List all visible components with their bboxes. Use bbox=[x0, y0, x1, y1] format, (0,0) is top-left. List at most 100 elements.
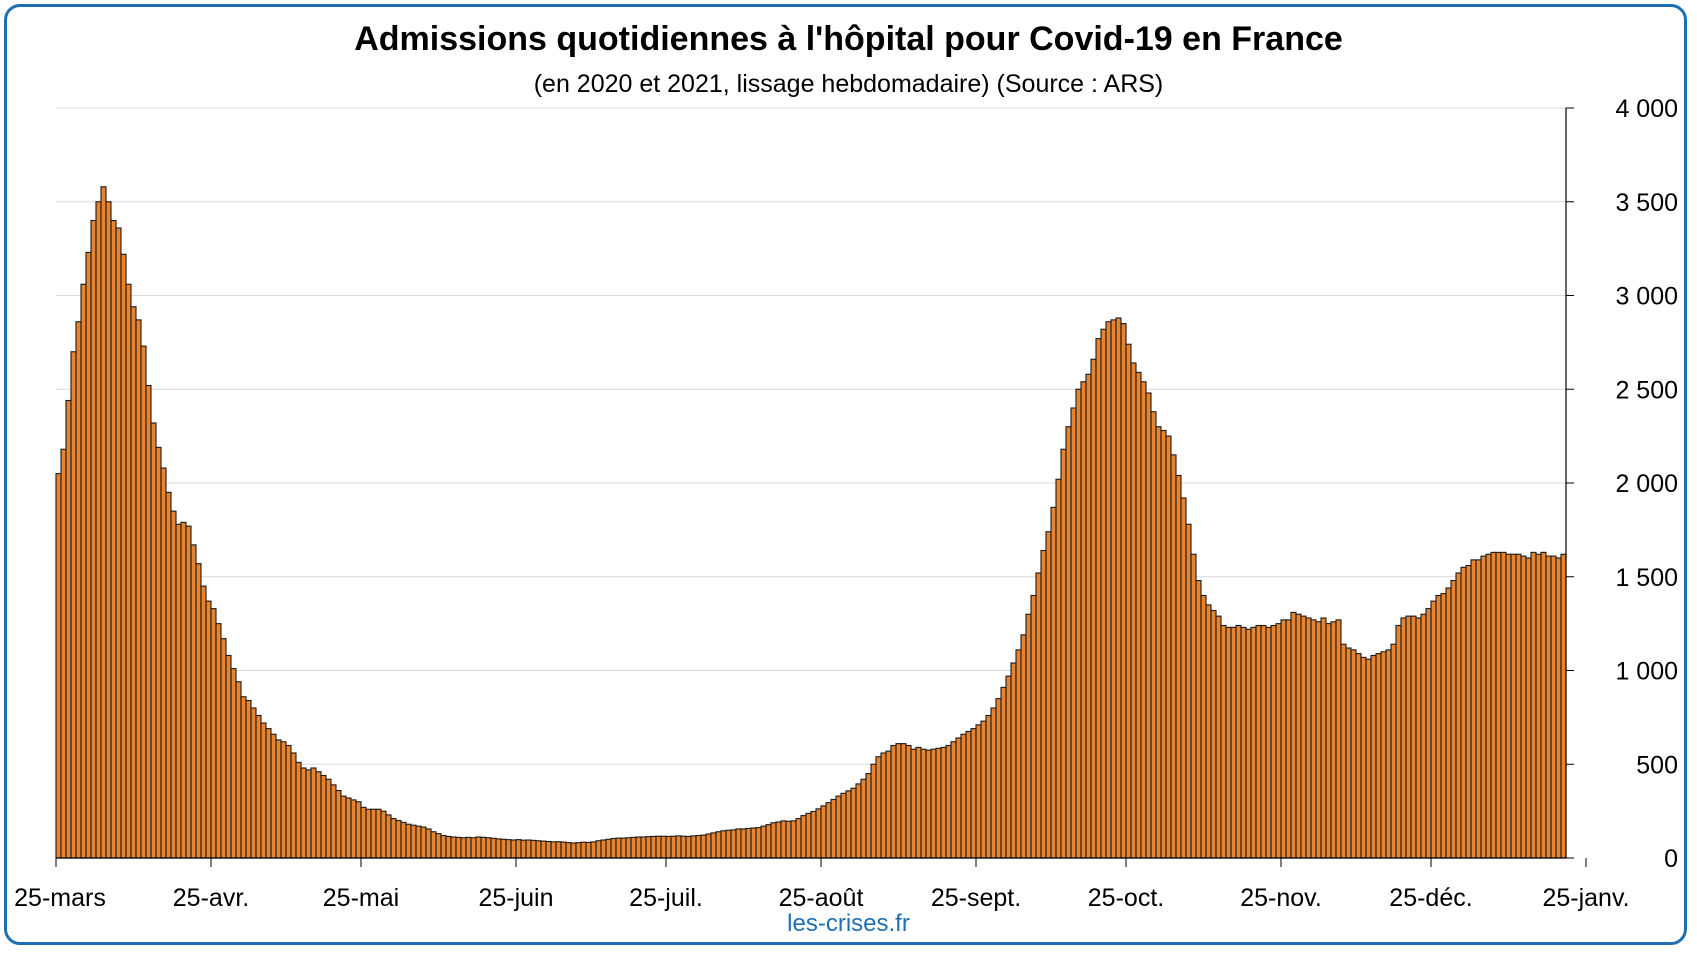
bar bbox=[805, 812, 812, 859]
bar bbox=[1390, 643, 1397, 859]
bar bbox=[1025, 613, 1032, 859]
bar bbox=[85, 251, 92, 859]
bar bbox=[235, 681, 242, 859]
x-tick-label: 25-mai bbox=[323, 884, 399, 912]
bar bbox=[1455, 572, 1462, 859]
bar bbox=[1490, 551, 1497, 859]
bar bbox=[760, 825, 767, 859]
source-credit: les-crises.fr bbox=[787, 910, 910, 937]
bar bbox=[695, 834, 702, 859]
bar bbox=[665, 835, 672, 859]
bar bbox=[155, 446, 162, 859]
bar bbox=[800, 815, 807, 859]
bar bbox=[135, 319, 142, 859]
bar bbox=[985, 714, 992, 859]
bar bbox=[615, 837, 622, 859]
bar bbox=[1145, 392, 1152, 859]
chart-subtitle: (en 2020 et 2021, lissage hebdomadaire) … bbox=[533, 70, 1164, 98]
bar bbox=[905, 744, 912, 859]
bar bbox=[455, 836, 462, 859]
bar bbox=[95, 201, 102, 859]
bar bbox=[1170, 454, 1177, 859]
bar bbox=[565, 842, 572, 859]
bar bbox=[185, 525, 192, 859]
bar bbox=[1165, 435, 1172, 859]
bar bbox=[1260, 624, 1267, 859]
bar bbox=[860, 778, 867, 859]
bar bbox=[570, 842, 577, 859]
bar bbox=[675, 835, 682, 859]
bar bbox=[465, 836, 472, 859]
bar bbox=[490, 837, 497, 859]
bar bbox=[350, 799, 357, 859]
bar bbox=[1250, 626, 1257, 859]
bar bbox=[120, 253, 127, 859]
bar bbox=[1525, 557, 1532, 859]
bar bbox=[600, 839, 607, 859]
bar bbox=[1320, 617, 1327, 859]
bar bbox=[295, 761, 302, 859]
bar bbox=[685, 835, 692, 859]
bar bbox=[910, 748, 917, 859]
bar bbox=[1335, 619, 1342, 859]
bar bbox=[415, 825, 422, 859]
bar bbox=[1480, 555, 1487, 859]
bar bbox=[1075, 388, 1082, 859]
bar bbox=[590, 841, 597, 859]
bar bbox=[450, 836, 457, 859]
y-tick-label: 500 bbox=[1636, 751, 1678, 779]
bar bbox=[1515, 553, 1522, 859]
bar bbox=[785, 820, 792, 859]
bar bbox=[1150, 411, 1157, 859]
bar bbox=[670, 835, 677, 859]
bar bbox=[900, 743, 907, 859]
bar bbox=[75, 321, 82, 859]
bar bbox=[705, 833, 712, 859]
bar bbox=[720, 830, 727, 859]
bar bbox=[1325, 623, 1332, 859]
bar bbox=[1370, 654, 1377, 859]
bar bbox=[1085, 373, 1092, 859]
bar bbox=[1345, 647, 1352, 859]
bar bbox=[1425, 608, 1432, 859]
bar bbox=[1300, 615, 1307, 859]
bar bbox=[1135, 371, 1142, 859]
bar bbox=[475, 836, 482, 859]
bar bbox=[390, 818, 397, 859]
bar bbox=[225, 654, 232, 859]
bar bbox=[1475, 559, 1482, 859]
bar bbox=[1405, 615, 1412, 859]
bar bbox=[1540, 551, 1547, 859]
x-tick-label: 25-juin bbox=[478, 884, 553, 912]
bar bbox=[145, 384, 152, 859]
y-tick-label: 3 000 bbox=[1615, 283, 1678, 311]
bar bbox=[540, 840, 547, 859]
bar bbox=[920, 748, 927, 859]
bar bbox=[990, 707, 997, 859]
bar bbox=[1350, 649, 1357, 859]
bar bbox=[500, 838, 507, 859]
bar bbox=[650, 835, 657, 859]
bar bbox=[1460, 566, 1467, 859]
bar bbox=[680, 835, 687, 859]
bar bbox=[750, 827, 757, 859]
bar bbox=[1060, 448, 1067, 859]
bar bbox=[710, 832, 717, 859]
bar bbox=[430, 831, 437, 859]
bar bbox=[620, 837, 627, 859]
bar bbox=[660, 835, 667, 859]
bar bbox=[230, 668, 237, 859]
bar bbox=[1555, 557, 1562, 859]
bar bbox=[1485, 553, 1492, 859]
bar bbox=[425, 828, 432, 859]
bar bbox=[825, 802, 832, 859]
bar bbox=[870, 763, 877, 859]
bar bbox=[195, 563, 202, 859]
bar bbox=[305, 769, 312, 859]
bar bbox=[320, 774, 327, 859]
bar bbox=[810, 810, 817, 859]
bar bbox=[1315, 621, 1322, 859]
bar bbox=[1070, 407, 1077, 859]
bar bbox=[1415, 617, 1422, 859]
bar bbox=[530, 839, 537, 859]
